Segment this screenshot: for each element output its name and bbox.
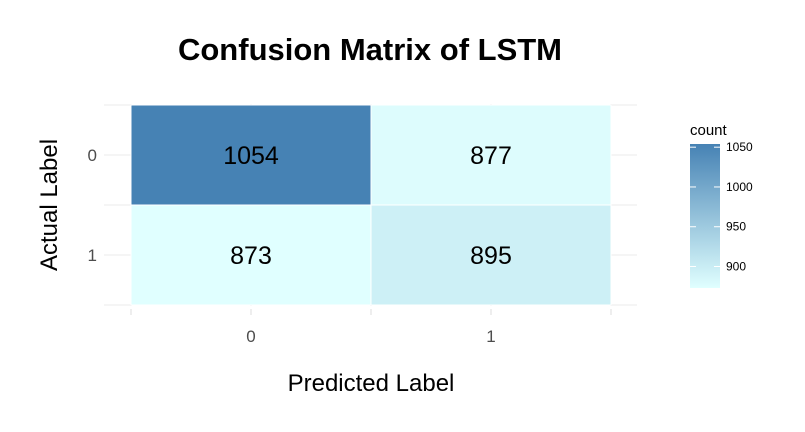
heatmap-cell-actual-1-predicted-1 — [370, 204, 612, 306]
y-tick-label: 1 — [88, 246, 97, 265]
heatmap-cell-actual-0-predicted-0 — [130, 104, 372, 206]
legend-tick-label: 1050 — [726, 140, 753, 154]
x-tick-label: 1 — [486, 327, 495, 346]
y-tick-label: 0 — [88, 146, 97, 165]
heatmap-cell-actual-1-predicted-0 — [130, 204, 372, 306]
legend-title: count — [690, 122, 728, 139]
color-legend: count 900 950 1000 1050 — [690, 122, 753, 288]
axes: 0 1 0 1 — [88, 146, 612, 346]
cell-value-label: 895 — [470, 242, 512, 270]
y-axis-label: Actual Label — [36, 139, 63, 271]
legend-tick-label: 1000 — [726, 180, 753, 194]
cell-value-label: 873 — [230, 242, 272, 270]
x-tick-label: 0 — [246, 327, 255, 346]
legend-tick-label: 900 — [726, 260, 746, 274]
heatmap-cells — [130, 104, 612, 306]
legend-colorbar — [690, 144, 720, 288]
legend-tick-label: 950 — [726, 220, 746, 234]
x-axis-label: Predicted Label — [288, 370, 455, 397]
chart-title: Confusion Matrix of LSTM — [178, 32, 562, 67]
cell-labels: 1054 877 873 895 — [223, 142, 512, 270]
heatmap-cell-actual-0-predicted-1 — [370, 104, 612, 206]
cell-value-label: 877 — [470, 142, 512, 170]
cell-value-label: 1054 — [223, 142, 279, 170]
